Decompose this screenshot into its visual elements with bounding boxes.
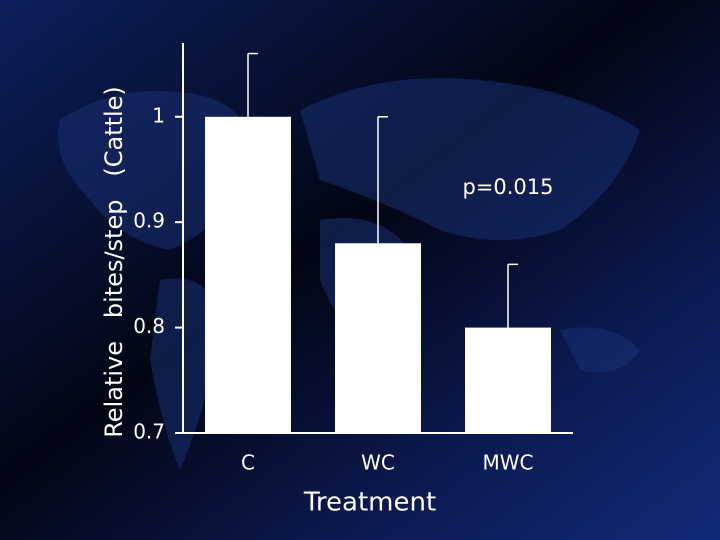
y-tick-label: 0.9 bbox=[133, 209, 165, 233]
x-tick-label: WC bbox=[361, 451, 395, 475]
x-axis-label: Treatment bbox=[303, 488, 436, 518]
y-tick-label: 1 bbox=[152, 103, 165, 127]
x-tick-label: MWC bbox=[483, 451, 534, 475]
y-tick-label: 0.7 bbox=[133, 420, 165, 444]
bar bbox=[335, 243, 421, 433]
annotation: p=0.015 bbox=[462, 175, 553, 199]
y-axis-label: Relative bites/step (Cattle) bbox=[100, 86, 128, 438]
bar bbox=[465, 327, 551, 433]
bar bbox=[205, 116, 291, 433]
x-tick-label: C bbox=[241, 451, 255, 475]
y-tick-label: 0.8 bbox=[133, 314, 165, 338]
